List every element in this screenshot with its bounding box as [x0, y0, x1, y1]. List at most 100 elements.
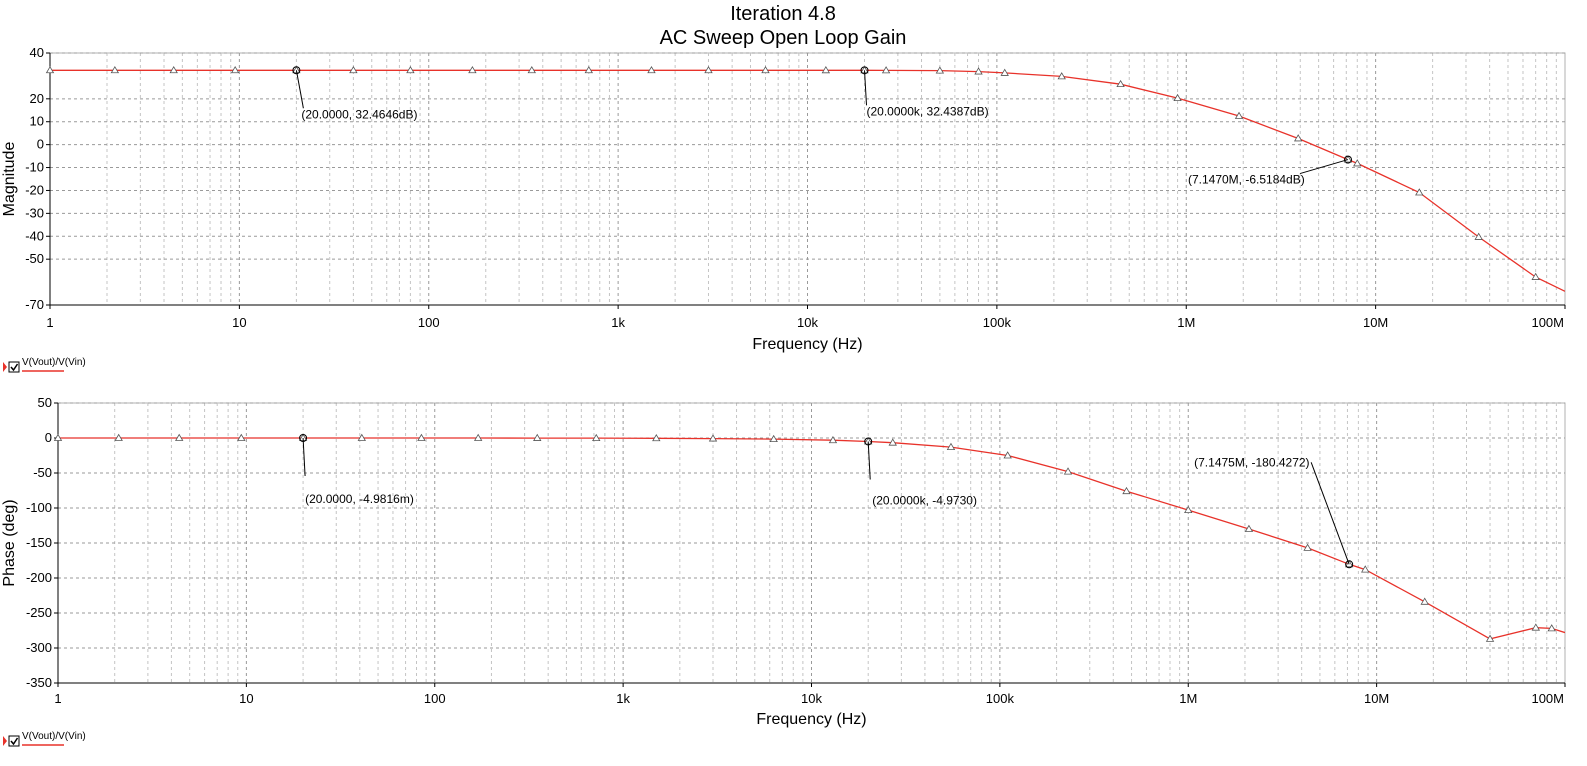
x-tick-label: 10k [797, 315, 818, 330]
y-tick-label: -250 [26, 605, 52, 620]
data-point [468, 65, 477, 74]
marker-label: (7.1470M, -6.5184dB) [1188, 173, 1305, 187]
marker-label: (20.0000k, 32.4387dB) [867, 104, 989, 118]
x-axis-title: Frequency (Hz) [756, 711, 866, 728]
data-point [473, 433, 483, 441]
x-tick-label: 10 [232, 315, 246, 330]
data-point [175, 433, 184, 441]
data-point [406, 65, 415, 74]
y-tick-label: -40 [25, 228, 44, 243]
data-point [1531, 272, 1540, 280]
y-tick-label: -10 [25, 160, 44, 175]
y-tick-label: -100 [26, 500, 52, 515]
data-point [1415, 188, 1424, 196]
marker-label: (20.0000, 32.4646dB) [301, 107, 417, 121]
cursor-marker [1343, 155, 1352, 164]
data-point [169, 65, 178, 74]
cursor-marker [1345, 560, 1354, 569]
data-point [527, 65, 536, 74]
data-point [828, 435, 838, 444]
y-tick-label: -300 [26, 640, 52, 655]
data-point [357, 433, 367, 441]
data-point [1474, 232, 1483, 240]
data-point [761, 65, 770, 74]
cursor-marker [292, 66, 301, 75]
data-point [769, 434, 778, 443]
data-point [1420, 597, 1429, 605]
y-tick-label: 20 [30, 91, 44, 106]
data-point [1353, 159, 1362, 167]
data-point [935, 66, 945, 74]
legend-arrow-icon [3, 362, 7, 372]
data-point [1293, 134, 1303, 142]
y-tick-label: 0 [37, 137, 44, 152]
legend-checkbox-icon [8, 735, 20, 747]
legend-check-icon [10, 737, 19, 746]
marker-leader [1299, 159, 1349, 175]
data-point [1173, 93, 1182, 102]
data-point [946, 442, 956, 451]
data-point [652, 433, 661, 442]
marker-label: (7.1475M, -180.4272) [1194, 455, 1309, 469]
data-point [1244, 524, 1254, 532]
data-point [1003, 451, 1012, 459]
x-tick-label: 100 [424, 691, 446, 706]
cursor-marker [860, 66, 869, 75]
data-point [1361, 565, 1370, 573]
data-point [1116, 79, 1125, 88]
x-tick-label: 100 [418, 315, 440, 330]
data-point [647, 65, 656, 74]
data-point [881, 66, 891, 74]
legend-2: V(Vout)/V(Vin) [3, 731, 86, 747]
plot-panel-1: 1 10 100 1k 10k 100k 1M 10M 100M4020100-10-20-30… [1, 45, 1566, 353]
marker-label: (20.0000k, -4.9730) [872, 493, 977, 507]
legend-check-icon [10, 363, 19, 372]
data-point [821, 66, 831, 74]
series-line [58, 437, 1565, 640]
data-point [53, 433, 63, 441]
data-point [1122, 486, 1131, 495]
x-tick-label: 10M [1364, 691, 1389, 706]
y-tick-label: -20 [25, 182, 44, 197]
x-tick-label: 1M [1179, 691, 1197, 706]
y-tick-label: 10 [30, 114, 44, 129]
x-tick-label: 10M [1363, 315, 1388, 330]
legend-checkbox-icon [8, 361, 20, 373]
marker-leader [1310, 462, 1350, 565]
x-tick-label: 1M [1177, 315, 1195, 330]
marker-leader [302, 437, 306, 477]
plot-panel-2: 1 10 100 1k 10k 100k 1M 10M 100M 50 0 -50 -100 -150 -2… [1, 395, 1566, 728]
y-tick-label: -50 [33, 465, 52, 480]
data-point [584, 65, 593, 74]
data-point [974, 67, 983, 75]
data-point [888, 438, 897, 446]
y-tick-label: 50 [38, 395, 52, 410]
data-point [592, 433, 601, 442]
legend-arrow-icon [3, 736, 7, 746]
data-point [1234, 111, 1244, 119]
y-tick-label: -350 [26, 675, 52, 690]
data-point [708, 434, 718, 442]
x-tick-label: 1 [46, 315, 53, 330]
x-tick-label: 10k [801, 691, 822, 706]
data-point [1531, 623, 1541, 631]
data-point [1057, 72, 1066, 80]
data-point [1000, 68, 1009, 76]
data-point [114, 433, 123, 441]
cursor-marker [299, 434, 308, 443]
data-point [533, 433, 542, 441]
data-point [45, 65, 55, 74]
data-point [704, 65, 713, 74]
x-tick-label: 10 [239, 691, 253, 706]
data-point [1063, 467, 1073, 475]
data-point [1184, 505, 1193, 513]
y-tick-label: -30 [25, 205, 44, 220]
x-tick-label: 100M [1531, 315, 1564, 330]
y-tick-label: 40 [30, 45, 44, 60]
y-tick-label: -200 [26, 570, 52, 585]
x-axis-title: Frequency (Hz) [752, 336, 862, 353]
x-tick-label: 100M [1531, 691, 1564, 706]
chart-subtitle: AC Sweep Open Loop Gain [660, 27, 907, 49]
marker-leader [295, 70, 304, 109]
